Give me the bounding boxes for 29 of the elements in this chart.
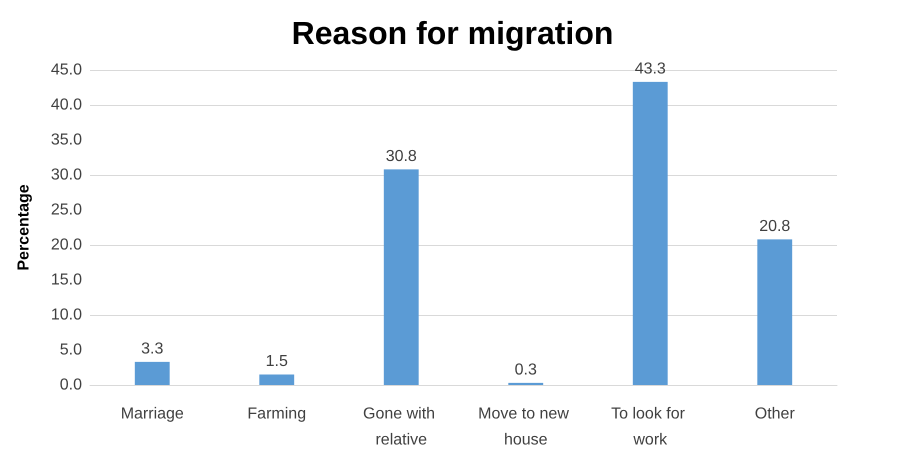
- y-tick-label: 0.0: [60, 376, 82, 394]
- chart-title: Reason for migration: [292, 15, 614, 51]
- data-label: 1.5: [266, 353, 288, 370]
- data-label: 30.8: [386, 148, 417, 165]
- y-tick-label: 10.0: [50, 306, 82, 324]
- data-label: 43.3: [634, 60, 666, 78]
- bar: [632, 82, 668, 385]
- x-tick-label: Farming: [247, 406, 306, 422]
- y-tick-label: 5.0: [60, 342, 82, 358]
- y-tick-label: 25.0: [50, 202, 82, 218]
- bar: [384, 169, 419, 385]
- x-tick-label: To look for work: [611, 406, 690, 448]
- y-tick-label: 30.0: [50, 166, 82, 184]
- y-axis-title: Percentage: [16, 184, 32, 271]
- y-tick-label: 20.0: [50, 236, 82, 254]
- bar: [134, 362, 170, 385]
- bar: [259, 374, 294, 385]
- data-label: 20.8: [759, 218, 790, 235]
- data-label: 0.3: [514, 361, 537, 378]
- bar: [757, 239, 792, 385]
- y-tick-label: 15.0: [50, 272, 82, 288]
- x-tick-label: Marriage: [120, 406, 184, 422]
- y-tick-label: 45.0: [50, 62, 82, 78]
- y-tick-label: 40.0: [50, 96, 82, 114]
- data-label: 3.3: [141, 340, 164, 358]
- x-tick-label: Move to new house: [478, 406, 574, 448]
- x-tick-label: Gone with relative: [363, 406, 440, 448]
- y-tick-label: 35.0: [50, 132, 82, 148]
- x-tick-label: Other: [754, 406, 796, 422]
